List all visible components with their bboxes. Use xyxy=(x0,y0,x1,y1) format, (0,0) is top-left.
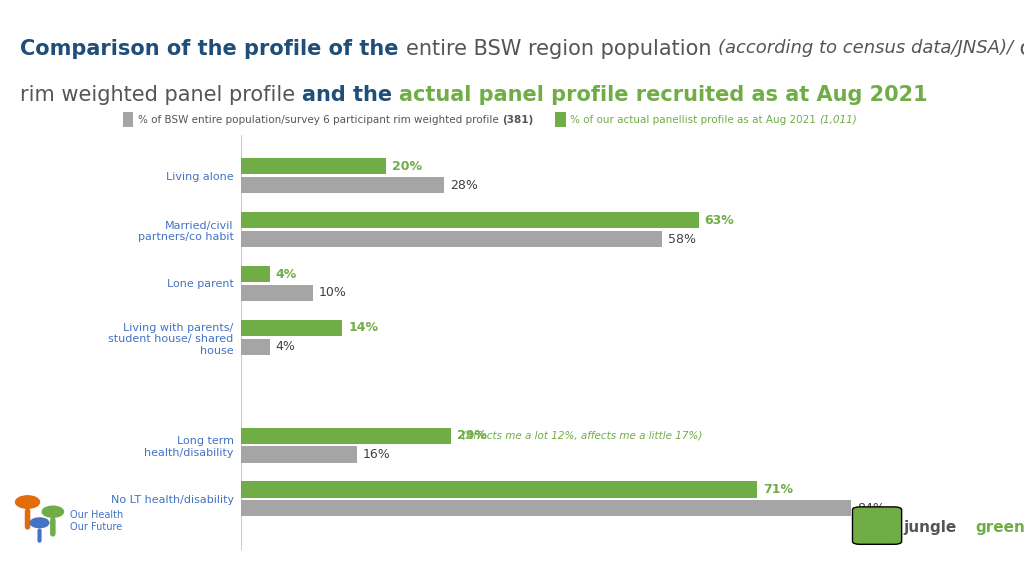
Bar xyxy=(241,320,342,336)
Text: 28%: 28% xyxy=(450,179,478,192)
Text: Section 4 – Appendices – Panel profile: Section 4 – Appendices – Panel profile xyxy=(8,13,206,22)
Bar xyxy=(241,177,444,194)
Text: (381): (381) xyxy=(502,115,534,124)
Bar xyxy=(241,231,663,247)
Text: % of our actual panellist profile as at Aug 2021: % of our actual panellist profile as at … xyxy=(570,115,819,124)
Text: green: green xyxy=(975,520,1024,535)
Bar xyxy=(241,212,698,228)
Text: 10%: 10% xyxy=(319,286,347,300)
Text: rim weighted panel profile: rim weighted panel profile xyxy=(20,85,302,105)
Text: 84%: 84% xyxy=(857,502,885,515)
Text: actual panel profile recruited as at Aug 2021: actual panel profile recruited as at Aug… xyxy=(399,85,928,105)
Text: our: our xyxy=(1014,39,1024,59)
Circle shape xyxy=(42,506,63,517)
Bar xyxy=(241,446,357,463)
Text: 14%: 14% xyxy=(348,321,378,335)
Text: (according to census data/JNSA)/: (according to census data/JNSA)/ xyxy=(718,39,1014,56)
Text: entire BSW region population: entire BSW region population xyxy=(407,39,718,59)
Bar xyxy=(241,501,851,517)
Bar xyxy=(241,266,269,282)
Text: 20%: 20% xyxy=(392,160,422,173)
FancyBboxPatch shape xyxy=(852,507,901,544)
Bar xyxy=(241,285,313,301)
Circle shape xyxy=(31,518,49,528)
Text: 29%: 29% xyxy=(458,429,487,442)
Text: % of BSW entire population/survey 6 participant rim weighted profile: % of BSW entire population/survey 6 part… xyxy=(138,115,502,124)
Text: jungle: jungle xyxy=(903,520,956,535)
Text: Comparison of the profile of the: Comparison of the profile of the xyxy=(20,39,407,59)
Bar xyxy=(241,482,757,498)
Text: 4%: 4% xyxy=(275,267,297,281)
Text: (Affects me a lot 12%, affects me a little 17%): (Affects me a lot 12%, affects me a litt… xyxy=(463,431,702,441)
Text: 16%: 16% xyxy=(362,448,390,461)
Text: 58%: 58% xyxy=(668,233,696,245)
Bar xyxy=(241,158,386,175)
Text: 71%: 71% xyxy=(763,483,793,496)
Text: (1,011): (1,011) xyxy=(819,115,857,124)
Circle shape xyxy=(15,496,40,508)
Text: 63%: 63% xyxy=(705,214,734,227)
Bar xyxy=(123,112,133,127)
Text: and the: and the xyxy=(302,85,399,105)
Bar xyxy=(555,112,565,127)
Text: 4%: 4% xyxy=(275,340,295,353)
Bar xyxy=(241,427,452,444)
Text: Our Health
Our Future: Our Health Our Future xyxy=(70,510,124,532)
Bar xyxy=(241,339,269,355)
